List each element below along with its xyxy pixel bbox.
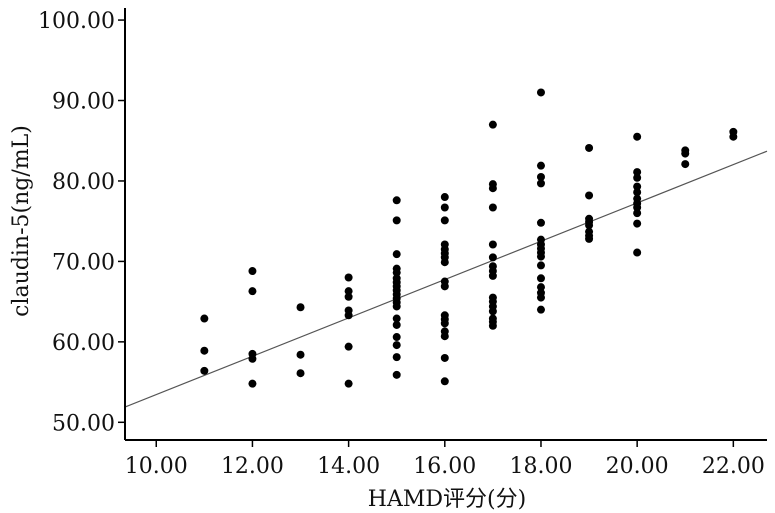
y-tick-label: 90.00 (52, 90, 115, 115)
data-point (536, 305, 545, 314)
data-points (200, 88, 738, 388)
x-tick-label: 14.00 (317, 454, 380, 479)
data-point (536, 283, 545, 292)
data-point (536, 261, 545, 270)
data-point (344, 273, 353, 282)
x-tick-label: 20.00 (606, 454, 669, 479)
data-point (392, 250, 401, 259)
data-point (536, 172, 545, 181)
data-point (296, 303, 305, 312)
data-point (633, 132, 642, 141)
data-point (392, 302, 401, 311)
data-point (488, 321, 497, 330)
data-point (536, 252, 545, 261)
data-point (536, 179, 545, 188)
data-point (392, 320, 401, 329)
data-point (729, 132, 738, 141)
data-point (392, 196, 401, 205)
data-point (296, 369, 305, 378)
data-point (488, 271, 497, 280)
data-point (585, 234, 594, 243)
data-point (681, 149, 690, 158)
data-point (344, 287, 353, 296)
data-point (440, 203, 449, 212)
data-point (344, 311, 353, 320)
data-point (296, 350, 305, 359)
data-point (248, 267, 257, 276)
data-point (200, 314, 209, 323)
data-point (200, 346, 209, 355)
data-point (440, 319, 449, 328)
data-point (633, 168, 642, 177)
data-point (488, 120, 497, 129)
data-point (488, 240, 497, 249)
x-tick-label: 10.00 (125, 454, 188, 479)
data-point (440, 216, 449, 225)
y-tick-label: 100.00 (38, 9, 115, 34)
data-point (248, 287, 257, 296)
data-point (585, 221, 594, 230)
x-tick-label: 12.00 (221, 454, 284, 479)
y-tick-label: 60.00 (52, 331, 115, 356)
data-point (392, 216, 401, 225)
data-point (488, 184, 497, 193)
data-point (440, 282, 449, 291)
y-tick-label: 80.00 (52, 170, 115, 195)
data-point (488, 307, 497, 316)
data-point (344, 379, 353, 388)
x-tick-label: 22.00 (702, 454, 765, 479)
x-tick-label: 16.00 (413, 454, 476, 479)
data-point (633, 209, 642, 218)
data-point (392, 370, 401, 379)
data-point (536, 161, 545, 170)
data-point (440, 377, 449, 386)
data-point (633, 188, 642, 197)
data-point (440, 258, 449, 267)
data-point (440, 193, 449, 202)
data-point (536, 218, 545, 227)
data-point (392, 353, 401, 362)
data-point (585, 191, 594, 200)
data-point (681, 160, 690, 169)
data-point (248, 354, 257, 363)
y-tick-label: 70.00 (52, 250, 115, 275)
data-point (536, 88, 545, 97)
data-point (536, 293, 545, 302)
data-point (392, 314, 401, 323)
y-tick-label: 50.00 (52, 411, 115, 436)
data-point (633, 173, 642, 182)
x-tick-label: 18.00 (509, 454, 572, 479)
data-point (200, 366, 209, 375)
data-point (633, 182, 642, 191)
data-point (344, 342, 353, 351)
data-point (392, 333, 401, 342)
x-axis-ticks: 10.00 12.00 14.00 16.00 18.00 20.00 22.00 (125, 440, 765, 479)
data-point (392, 341, 401, 350)
data-point (440, 332, 449, 341)
data-point (536, 274, 545, 283)
y-axis-title: claudin-5(ng/mL) (9, 125, 34, 317)
data-point (392, 268, 401, 277)
data-point (248, 379, 257, 388)
data-point (344, 292, 353, 301)
data-point (633, 219, 642, 228)
data-point (633, 248, 642, 257)
x-axis-title: HAMD评分(分) (368, 487, 526, 512)
data-point (585, 143, 594, 152)
data-point (488, 203, 497, 212)
data-point (633, 203, 642, 212)
data-point (440, 353, 449, 362)
y-axis-ticks: 50.00 60.00 70.00 80.00 90.00 100.00 (38, 9, 125, 436)
data-point (488, 253, 497, 262)
